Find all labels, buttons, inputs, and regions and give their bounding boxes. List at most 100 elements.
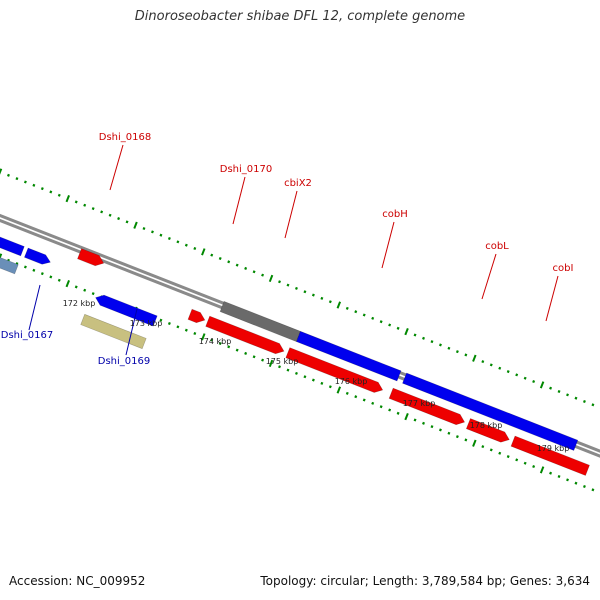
major-tick	[133, 221, 138, 229]
minor-tick	[422, 421, 425, 425]
label-leader-line	[109, 144, 124, 191]
minor-tick	[430, 340, 434, 344]
minor-tick	[244, 351, 248, 355]
minor-tick	[303, 290, 307, 294]
ruler-label: 179 kbp	[537, 444, 570, 453]
minor-tick	[210, 338, 214, 342]
minor-tick	[447, 431, 451, 435]
minor-tick	[388, 408, 392, 412]
minor-tick	[413, 418, 417, 422]
minor-tick	[566, 478, 569, 482]
minor-tick	[379, 405, 383, 409]
feature-reverse-cds	[77, 248, 105, 267]
minor-tick	[532, 465, 536, 469]
feature-forward-cds	[95, 294, 158, 327]
major-tick	[0, 253, 3, 260]
minor-tick	[354, 310, 358, 314]
minor-tick	[159, 318, 163, 322]
minor-tick	[464, 438, 468, 442]
minor-tick	[396, 411, 400, 415]
major-tick	[336, 386, 342, 394]
ruler-label: 176 kbp	[335, 377, 368, 386]
minor-tick	[515, 373, 519, 377]
minor-tick	[159, 233, 163, 237]
ruler-label: 173 kbp	[130, 319, 163, 328]
label-leader-line	[125, 308, 138, 356]
minor-tick	[286, 368, 290, 372]
label-leader-line	[284, 190, 298, 239]
minor-tick	[438, 428, 442, 432]
label-leader-line	[481, 253, 497, 300]
minor-tick	[117, 217, 121, 221]
map-title: Dinoroseobacter shibae DFL 12, complete …	[134, 9, 466, 24]
minor-tick	[83, 288, 87, 292]
gene-label: cobL	[485, 241, 509, 252]
minor-tick	[481, 360, 485, 364]
minor-tick	[142, 227, 146, 231]
minor-tick	[244, 266, 248, 270]
gene-label: cbiX2	[284, 178, 312, 189]
label-layer: Dshi_0168 Dshi_0170 cbiX2 cobH cobL cobI Dshi_…	[1, 132, 574, 367]
minor-tick	[286, 283, 290, 287]
minor-tick	[591, 403, 595, 407]
major-tick	[539, 466, 545, 474]
label-leader-line	[381, 221, 395, 269]
minor-tick	[549, 386, 553, 390]
minor-tick	[557, 475, 561, 479]
gene-label: Dshi_0169	[98, 356, 150, 367]
minor-tick	[574, 481, 578, 485]
minor-tick	[506, 370, 510, 374]
minor-tick	[362, 313, 366, 317]
minor-tick	[582, 484, 586, 489]
minor-tick	[218, 256, 222, 260]
minor-tick	[278, 280, 281, 284]
gene-label: Dshi_0170	[220, 164, 272, 175]
major-tick	[404, 413, 409, 421]
minor-tick	[261, 358, 265, 362]
major-tick	[404, 328, 409, 336]
feature-forward-cds	[296, 330, 402, 382]
minor-tick	[328, 300, 332, 304]
minor-tick	[91, 207, 95, 211]
major-tick	[65, 194, 70, 203]
ruler-label: 177 kbp	[403, 399, 436, 408]
minor-tick	[176, 240, 180, 244]
minor-tick	[278, 365, 281, 369]
minor-tick	[294, 286, 298, 290]
minor-tick	[455, 435, 459, 439]
minor-tick	[218, 341, 222, 345]
minor-tick	[591, 488, 595, 492]
minor-tick	[557, 390, 561, 394]
minor-tick	[388, 323, 392, 327]
minor-tick	[235, 263, 239, 267]
minor-tick	[40, 272, 44, 276]
minor-tick	[167, 322, 171, 326]
minor-tick	[210, 253, 214, 257]
minor-tick	[438, 343, 442, 347]
feature-reverse-cds	[285, 347, 384, 393]
minor-tick	[23, 180, 27, 184]
minor-tick	[49, 275, 53, 279]
minor-tick	[23, 265, 27, 269]
gene-label: Dshi_0168	[99, 132, 151, 143]
minor-tick	[193, 246, 197, 251]
minor-tick	[447, 346, 451, 350]
minor-tick	[83, 203, 87, 207]
minor-tick	[74, 200, 78, 204]
minor-tick	[430, 425, 434, 429]
major-tick	[201, 248, 206, 256]
minor-tick	[294, 371, 298, 375]
minor-tick	[549, 471, 553, 475]
minor-tick	[566, 393, 569, 397]
minor-tick	[455, 350, 459, 354]
minor-tick	[91, 292, 95, 296]
ruler-labels: 172 kbp 173 kbp 174 kbp 175 kbp 176 kbp 177 k…	[63, 299, 570, 453]
feature-reverse-cds	[187, 308, 206, 324]
major-tick	[336, 301, 342, 309]
minor-tick	[227, 260, 231, 264]
minor-tick	[57, 278, 61, 282]
minor-tick	[7, 173, 10, 177]
gene-label: Dshi_0167	[1, 330, 53, 341]
